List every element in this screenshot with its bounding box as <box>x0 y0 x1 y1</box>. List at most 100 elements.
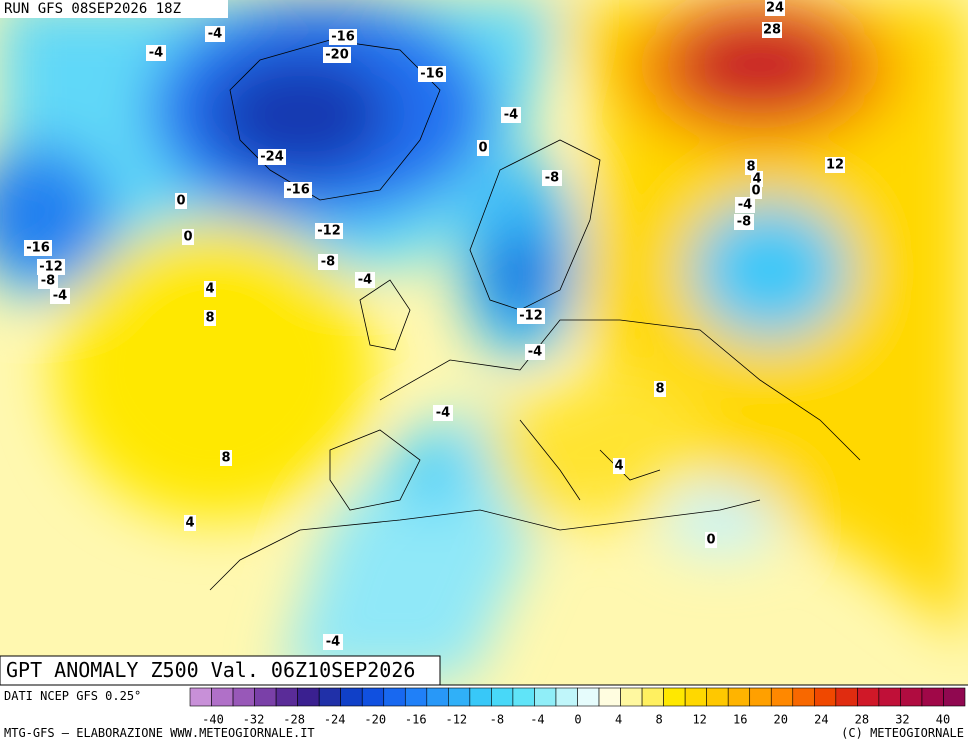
scale-swatch <box>727 687 751 707</box>
map-title: GPT ANOMALY Z500 Val. 06Z10SEP2026 <box>6 658 415 682</box>
scale-label: -28 <box>283 713 305 727</box>
contour-label-bg <box>182 229 194 245</box>
contour-label-bg <box>735 197 755 213</box>
scale-label: 24 <box>814 713 828 727</box>
contour-label-bg <box>734 214 754 230</box>
scale-swatch <box>275 687 298 707</box>
contour-label: 8 <box>221 451 230 466</box>
contour-label: 28 <box>763 23 781 38</box>
scale-swatch <box>620 687 643 707</box>
contour-label: 0 <box>751 184 760 199</box>
contour-label-bg <box>204 310 216 326</box>
scale-label: 28 <box>855 713 869 727</box>
contour-label-bg <box>323 634 343 650</box>
contour-label-bg <box>38 273 58 289</box>
scale-swatch <box>814 687 837 707</box>
scale-swatch <box>232 687 255 707</box>
contour-label: -4 <box>326 635 340 650</box>
contour-label: -4 <box>208 27 222 42</box>
contour-label: 12 <box>826 158 844 173</box>
contour-label: -4 <box>436 406 450 421</box>
scale-label: -16 <box>405 713 427 727</box>
scale-swatch <box>361 687 385 707</box>
contour-label: -4 <box>528 345 542 360</box>
scale-swatch <box>491 687 514 707</box>
footer-left: MTG-GFS — ELABORAZIONE WWW.METEOGIORNALE… <box>4 726 315 740</box>
contour-label: 8 <box>746 160 755 175</box>
contour-label: -8 <box>321 255 335 270</box>
contour-label-bg <box>501 107 521 123</box>
contour-label: -4 <box>149 46 163 61</box>
contour-label-bg <box>355 272 375 288</box>
contour-label: 0 <box>706 533 715 548</box>
scale-label: 4 <box>615 713 622 727</box>
contour-label: -16 <box>26 241 50 256</box>
contour-label-bg <box>220 450 232 466</box>
contour-label-bg <box>204 281 216 297</box>
scale-swatch <box>534 687 557 707</box>
run-header: RUN GFS 08SEP2026 18Z <box>4 1 181 17</box>
scale-swatch <box>340 687 363 707</box>
scale-swatch <box>684 687 707 707</box>
scale-swatch <box>555 687 578 707</box>
scale-swatch <box>943 687 966 707</box>
scale-swatch <box>383 687 406 707</box>
scale-swatch <box>512 687 535 707</box>
scale-swatch <box>641 687 664 707</box>
scale-label: 8 <box>655 713 662 727</box>
scale-label: 32 <box>895 713 909 727</box>
scale-label: -24 <box>324 713 346 727</box>
scale-swatch <box>921 687 944 707</box>
contour-label-bg <box>613 458 625 474</box>
contour-label: -4 <box>504 108 518 123</box>
scale-swatch <box>749 687 772 707</box>
scale-label: 16 <box>733 713 747 727</box>
contour-label-bg <box>542 170 562 186</box>
contour-label-bg <box>525 344 545 360</box>
scale-swatch <box>469 687 492 707</box>
scale-swatch <box>189 687 212 707</box>
scale-swatch <box>706 687 729 707</box>
contour-label: 8 <box>655 382 664 397</box>
contour-label: -4 <box>53 289 67 304</box>
scale-swatch <box>426 687 449 707</box>
contour-label-bg <box>765 0 785 16</box>
header-bg <box>0 0 228 18</box>
contour-label: 0 <box>176 194 185 209</box>
contour-label-bg <box>654 381 666 397</box>
contour-label: 4 <box>614 459 623 474</box>
contour-label: -12 <box>317 224 341 239</box>
contour-label-bg <box>750 183 762 199</box>
contour-label: 24 <box>766 1 784 16</box>
contour-label-bg <box>433 405 453 421</box>
scale-label: 20 <box>774 713 788 727</box>
scale-label: 0 <box>574 713 581 727</box>
contour-label: 0 <box>183 230 192 245</box>
contour-label: -20 <box>325 48 349 63</box>
contour-label-bg <box>284 182 312 198</box>
scale-swatch <box>404 687 428 707</box>
footer-right: (C) METEOGIORNALE <box>841 726 964 740</box>
scale-label: -20 <box>364 713 386 727</box>
contour-label: -16 <box>286 183 310 198</box>
title-bg <box>0 655 441 686</box>
contour-label: -4 <box>738 198 752 213</box>
contour-label: -4 <box>358 273 372 288</box>
contour-label-bg <box>825 157 845 173</box>
scale-swatch <box>297 687 320 707</box>
contour-label-bg <box>205 26 225 42</box>
contour-label: 8 <box>205 311 214 326</box>
scale-swatch <box>598 687 621 707</box>
contour-label: -16 <box>331 30 355 45</box>
contour-label: -24 <box>260 150 284 165</box>
scale-label: -4 <box>530 713 544 727</box>
contour-label-bg <box>517 308 545 324</box>
contour-label: -16 <box>420 67 444 82</box>
color-scale: -40 -32 -28 -24 -20 -16 -12 -8 -4 0 4 8 12 16 20 24 28 32… <box>189 687 966 727</box>
contour-label-bg <box>146 45 166 61</box>
contour-label: -8 <box>545 171 559 186</box>
contour-label: -12 <box>39 260 63 275</box>
